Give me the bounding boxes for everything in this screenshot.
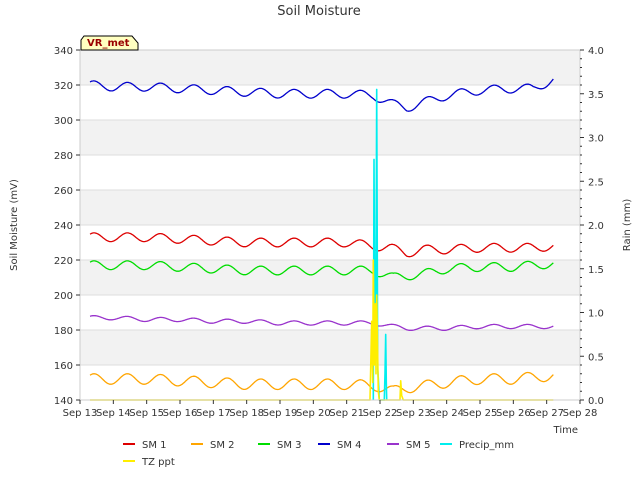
y2-axis-label: Rain (mm) <box>622 199 633 252</box>
y-tick-label: 220 <box>54 256 73 267</box>
y-tick-label: 320 <box>54 81 73 92</box>
x-tick-label: Sep 27 <box>529 408 564 419</box>
y-tick-label: 260 <box>54 186 73 197</box>
site-label-box <box>80 35 139 51</box>
x-tick-label: Sep 28 <box>563 408 598 419</box>
x-tick-label: Sep 19 <box>263 408 298 419</box>
background-band <box>80 120 580 155</box>
series-line-sm-3 <box>89 260 554 281</box>
y2-tick-label: 0.0 <box>588 396 604 407</box>
y2-tick-label: 2.5 <box>588 177 604 188</box>
y2-tick-label: 4.0 <box>588 46 604 57</box>
y-tick-label: 340 <box>54 46 73 57</box>
y-tick-label: 300 <box>54 116 73 127</box>
legend-label: SM 4 <box>337 440 362 451</box>
x-tick-label: Sep 13 <box>63 408 98 419</box>
series-line-sm-5 <box>89 315 554 331</box>
x-tick-label: Sep 15 <box>129 408 164 419</box>
background-band <box>80 50 580 85</box>
x-tick-label: Sep 21 <box>329 408 364 419</box>
y2-tick-label: 1.5 <box>588 265 604 276</box>
y-tick-label: 180 <box>54 326 73 337</box>
site-label-text: VR_met <box>87 38 130 49</box>
background-band <box>80 190 580 225</box>
series-line-sm-4 <box>89 78 554 112</box>
background-band <box>80 225 580 260</box>
y-tick-label: 160 <box>54 361 73 372</box>
chart-title: Soil Moisture <box>277 4 361 19</box>
x-tick-label: Sep 24 <box>429 408 464 419</box>
x-tick-label: Sep 23 <box>396 408 431 419</box>
x-tick-label: Sep 14 <box>96 408 131 419</box>
legend-label: SM 3 <box>277 440 302 451</box>
y-axis-label: Soil Moisture (mV) <box>9 179 20 271</box>
legend-label: SM 1 <box>142 440 167 451</box>
legend: SM 1 SM 2 SM 3 SM 4 SM 5 Precip_mm TZ ppt <box>123 440 514 468</box>
y-tick-label: 240 <box>54 221 73 232</box>
y-tick-label: 140 <box>54 396 73 407</box>
y2-tick-label: 3.5 <box>588 90 604 101</box>
background-band <box>80 365 580 400</box>
y2-tick-label: 3.0 <box>588 134 604 145</box>
y-tick-label: 280 <box>54 151 73 162</box>
legend-label: SM 2 <box>210 440 235 451</box>
legend-label: Precip_mm <box>459 440 514 451</box>
x-tick-label: Sep 18 <box>229 408 264 419</box>
x-tick-label: Sep 25 <box>463 408 498 419</box>
background-band <box>80 330 580 365</box>
y-axis-ticks: 140 160 180 200 220 240 260 280 300 320 340 <box>54 46 80 407</box>
y2-axis-ticks: 0.0 0.5 1.0 1.5 2.0 2.5 3.0 3.5 4.0 <box>580 46 604 407</box>
background-bands <box>80 50 580 401</box>
x-tick-label: Sep 20 <box>296 408 331 419</box>
x-tick-label: Sep 26 <box>496 408 531 419</box>
series-line-sm-1 <box>89 232 554 258</box>
background-band <box>80 295 580 330</box>
background-band <box>80 85 580 120</box>
background-band <box>80 155 580 190</box>
series-line-sm-2 <box>89 371 554 394</box>
x-axis-label: Time <box>553 425 578 436</box>
site-label-badge: VR_met <box>80 35 139 51</box>
x-tick-label: Sep 16 <box>163 408 198 419</box>
legend-label: TZ ppt <box>141 457 175 468</box>
background-band <box>80 260 580 295</box>
x-tick-label: Sep 22 <box>363 408 398 419</box>
y2-tick-label: 2.0 <box>588 221 604 232</box>
x-tick-label: Sep 17 <box>196 408 231 419</box>
y-tick-label: 200 <box>54 291 73 302</box>
y2-tick-label: 1.0 <box>588 309 604 320</box>
y2-tick-label: 0.5 <box>588 352 604 363</box>
legend-label: SM 5 <box>406 440 431 451</box>
